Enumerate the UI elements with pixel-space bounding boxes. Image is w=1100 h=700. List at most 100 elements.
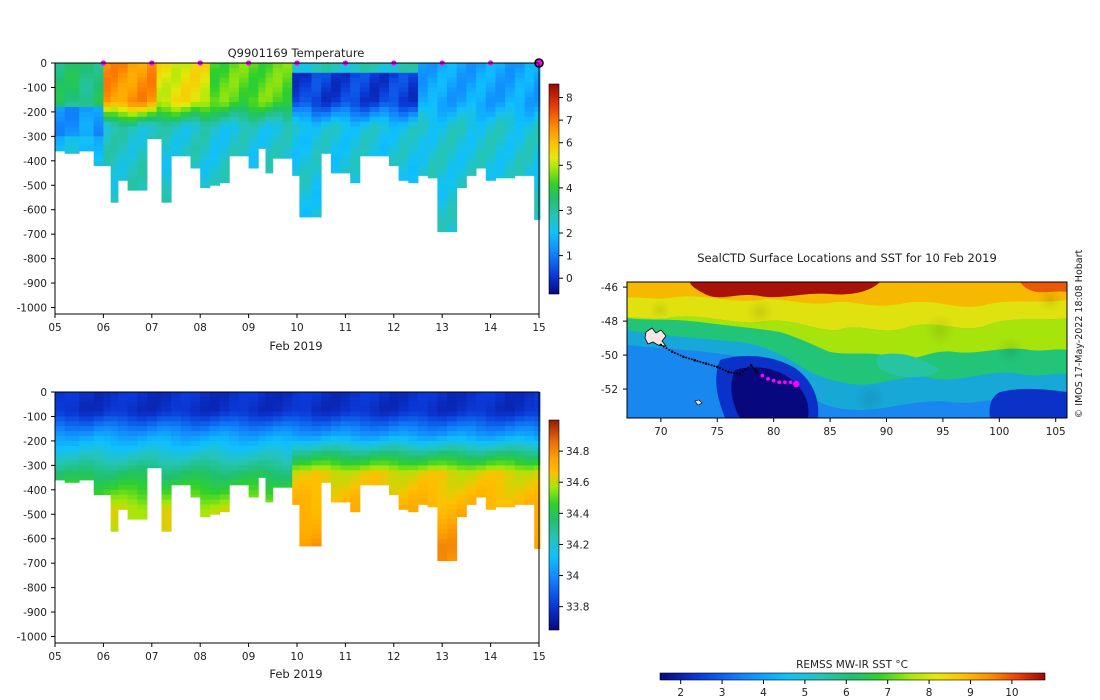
temperature-cell <box>321 82 332 88</box>
salinity-cell <box>219 504 230 510</box>
temperature-cell <box>137 160 148 167</box>
map-y-tick-label: -52 <box>601 384 618 396</box>
salinity-cell <box>292 465 300 471</box>
salinity-cell <box>311 396 322 403</box>
salinity-cell <box>456 436 467 442</box>
salinity-cell <box>456 494 467 500</box>
salinity-cell <box>137 494 148 500</box>
salinity-cell <box>398 445 409 452</box>
temperature-cell <box>389 126 400 132</box>
salinity-cell <box>534 401 541 408</box>
temperature-cell <box>427 141 438 147</box>
temperature-cell <box>292 92 300 98</box>
salinity-cell <box>427 436 438 442</box>
temperature-cell <box>379 82 390 88</box>
salinity-cell <box>398 396 409 403</box>
salinity-cell <box>258 406 266 412</box>
salinity-cell <box>466 499 477 505</box>
temperature-cell <box>110 165 119 171</box>
temperature-cell <box>350 180 361 184</box>
temperature-x-tick-label: 07 <box>145 322 158 334</box>
salinity-cell <box>350 421 361 427</box>
temperature-cell <box>258 141 266 147</box>
salinity-cell <box>258 401 266 408</box>
temperature-cell <box>321 107 332 113</box>
temperature-cell <box>137 180 148 186</box>
salinity-cell <box>238 436 249 442</box>
temperature-cell <box>350 151 361 157</box>
salinity-cell <box>476 470 487 476</box>
salinity-cell <box>427 421 438 427</box>
salinity-cell <box>299 538 312 544</box>
temperature-cell <box>447 102 458 108</box>
temperature-cell <box>110 97 119 103</box>
salinity-cell <box>265 460 274 466</box>
temperature-cell <box>389 72 400 79</box>
temperature-cell <box>359 111 370 118</box>
sst-colorbar-tick-label: 2 <box>677 687 684 699</box>
salinity-cell <box>117 445 128 452</box>
salinity-cell <box>505 445 516 452</box>
temperature-cell <box>476 121 487 127</box>
temperature-cell <box>127 111 138 118</box>
salinity-y-tick-label: 0 <box>40 387 47 399</box>
salinity-cell <box>292 480 300 486</box>
salinity-cell <box>79 465 95 471</box>
temperature-cell <box>110 82 119 88</box>
temperature-cell <box>505 131 516 137</box>
temperature-cell <box>258 67 266 74</box>
temperature-cell <box>171 116 182 123</box>
salinity-cell <box>340 392 351 398</box>
temperature-cell <box>476 155 487 162</box>
salinity-cell <box>456 514 467 518</box>
salinity-cell <box>127 494 138 500</box>
salinity-cell <box>437 543 448 549</box>
temperature-cell <box>369 126 380 132</box>
temperature-cell <box>534 204 541 211</box>
salinity-cell <box>229 460 240 466</box>
salinity-cell <box>485 426 496 432</box>
temperature-cell <box>427 126 438 132</box>
temperature-cell <box>299 146 312 152</box>
temperature-cell <box>137 63 148 69</box>
salinity-cell <box>248 421 259 427</box>
salinity-cell <box>229 440 240 447</box>
salinity-cell <box>265 440 274 447</box>
temperature-x-tick-label: 14 <box>484 322 498 334</box>
temperature-cell <box>534 155 541 162</box>
temperature-cell <box>524 170 535 176</box>
salinity-cell <box>127 426 138 432</box>
salinity-cell <box>103 480 112 486</box>
temperature-cell <box>476 77 487 83</box>
temperature-cell <box>292 165 300 171</box>
temperature-cell <box>350 160 361 167</box>
temperature-cell <box>514 146 525 152</box>
salinity-cell <box>272 475 283 481</box>
salinity-cell <box>238 396 249 403</box>
temperature-cell <box>524 111 535 118</box>
salinity-cell <box>299 489 312 496</box>
temperature-cell <box>219 77 230 83</box>
temperature-cell <box>93 126 104 132</box>
temperature-cell <box>476 151 487 157</box>
salinity-cell <box>161 519 172 525</box>
salinity-cell <box>110 514 119 520</box>
salinity-cell <box>350 440 361 447</box>
temperature-cell <box>127 180 138 186</box>
temperature-cell <box>147 111 158 118</box>
temperature-x-tick-label: 06 <box>97 322 111 334</box>
temperature-cell <box>200 185 211 189</box>
temperature-cell <box>379 121 390 127</box>
salinity-cell <box>330 489 341 496</box>
salinity-cell <box>456 406 467 412</box>
salinity-cell <box>272 445 283 452</box>
salinity-cell <box>456 489 467 496</box>
salinity-cell <box>117 465 128 471</box>
salinity-cell <box>514 431 525 437</box>
temperature-cell <box>359 97 370 103</box>
salinity-cell <box>524 460 535 466</box>
salinity-cell <box>408 470 419 476</box>
salinity-cell <box>117 416 128 422</box>
salinity-cell <box>437 538 448 544</box>
salinity-cell <box>265 416 274 422</box>
